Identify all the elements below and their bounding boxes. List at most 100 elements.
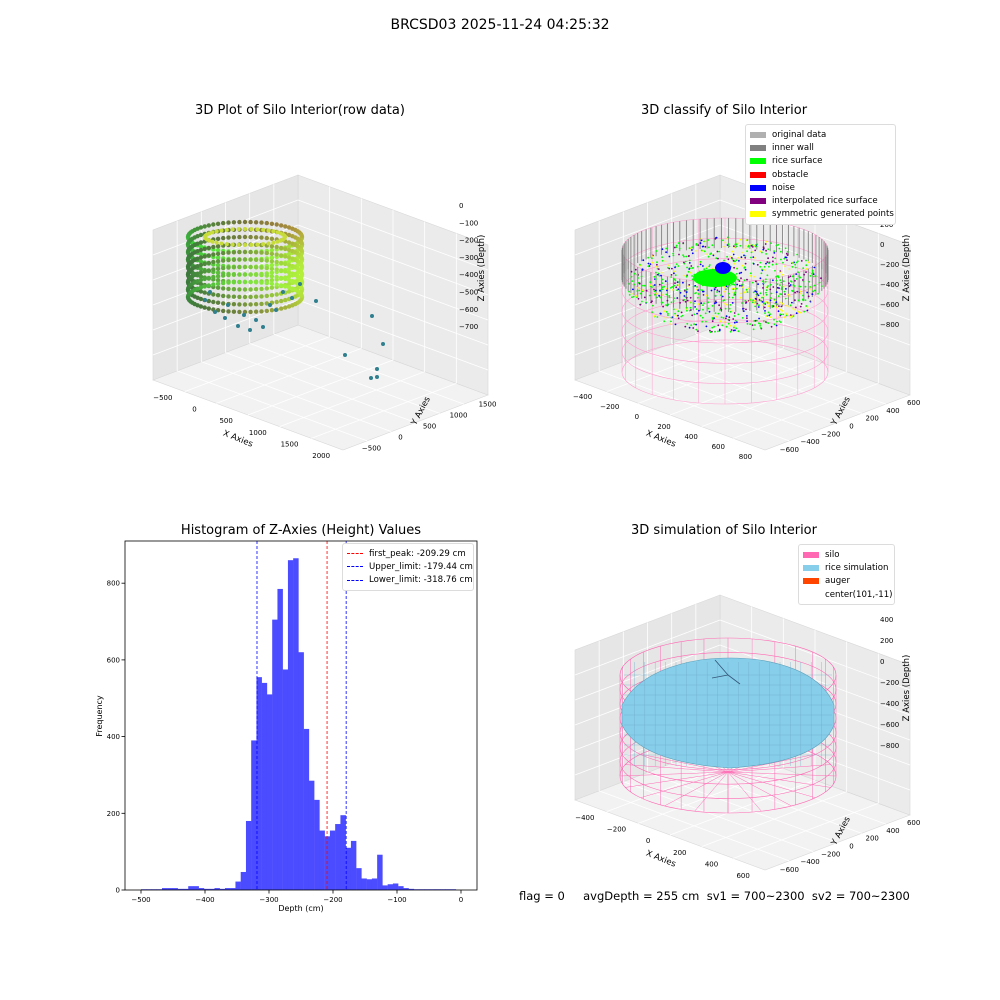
surface-point <box>812 290 815 293</box>
surface-point <box>723 299 726 301</box>
surface-point <box>758 304 760 307</box>
raw-point <box>211 252 216 257</box>
surface-point <box>702 294 705 296</box>
surface-point <box>668 323 671 325</box>
surface-point <box>668 264 670 267</box>
surface-point <box>672 252 675 255</box>
surface-point <box>694 284 697 287</box>
surface-point <box>728 296 731 299</box>
surface-point <box>746 291 749 293</box>
surface-point <box>734 260 736 263</box>
surface-point <box>683 255 685 258</box>
surface-point <box>754 290 757 293</box>
surface-point <box>781 310 784 312</box>
sim-y-tick: 0 <box>849 843 853 851</box>
legend-line <box>347 579 363 581</box>
raw-point <box>299 248 304 253</box>
surface-point <box>765 321 767 323</box>
raw-point <box>299 263 304 268</box>
surface-point <box>674 312 676 315</box>
raw-z-tick: 0 <box>459 202 463 210</box>
surface-point <box>686 322 689 325</box>
surface-point <box>656 292 658 295</box>
y-tick-label: 400 <box>107 733 120 741</box>
surface-point <box>631 280 634 282</box>
surface-point <box>724 302 726 305</box>
histogram-bar <box>329 830 336 890</box>
raw-point <box>237 279 242 285</box>
raw-point <box>269 248 275 253</box>
grid-line <box>152 199 299 256</box>
surface-point <box>703 240 705 243</box>
raw-point <box>198 277 204 283</box>
raw-point <box>198 281 204 287</box>
histogram-bar <box>240 871 247 890</box>
surface-point <box>783 316 785 319</box>
sim-x-tick: −200 <box>607 826 626 834</box>
surface-point <box>733 287 736 290</box>
legend-line <box>347 566 363 568</box>
legend-swatch <box>750 171 766 178</box>
surface-point <box>743 291 746 294</box>
surface-point <box>784 247 787 250</box>
surface-point <box>637 297 640 300</box>
raw-point <box>264 308 269 314</box>
surface-point <box>742 310 745 312</box>
surface-point <box>799 311 802 314</box>
raw-point <box>202 254 207 259</box>
surface-point <box>811 269 814 272</box>
surface-point <box>808 280 811 283</box>
y-tick-label: 800 <box>107 580 120 588</box>
raw-point <box>248 328 252 332</box>
raw-point <box>195 286 200 291</box>
legend-swatch <box>803 578 819 585</box>
surface-point <box>695 328 698 331</box>
surface-point <box>708 310 711 313</box>
surface-point <box>711 305 714 307</box>
raw-point <box>369 376 373 380</box>
raw-point <box>279 306 284 311</box>
surface-point <box>757 306 760 308</box>
raw-point <box>253 309 259 314</box>
surface-point <box>739 296 742 299</box>
raw-point <box>243 227 247 231</box>
surface-point <box>809 275 812 277</box>
raw-point <box>248 257 253 262</box>
raw-z-ticks: 0 −100 −200 −300 −400 −500 −600 −700 <box>459 202 478 331</box>
surface-point <box>729 330 732 333</box>
surface-point <box>753 320 756 322</box>
surface-point <box>728 319 731 322</box>
raw-point <box>242 249 248 255</box>
raw-point <box>286 304 292 309</box>
raw-point <box>202 269 207 274</box>
surface-point <box>677 288 680 291</box>
surface-point <box>769 299 772 302</box>
legend-label: rice surface <box>772 156 823 167</box>
silo-bottom-spoke <box>640 771 729 798</box>
raw-point <box>283 254 288 259</box>
surface-point <box>809 286 811 288</box>
surface-point <box>769 288 772 291</box>
surface-point <box>652 304 654 307</box>
raw-point <box>223 316 227 320</box>
histogram-bars <box>141 558 457 890</box>
raw-z-tick: −200 <box>459 237 478 245</box>
surface-point <box>674 308 677 311</box>
classify-x-tick: −200 <box>600 403 619 411</box>
surface-point <box>670 301 673 304</box>
raw-point <box>231 294 237 299</box>
surface-point <box>765 301 767 303</box>
surface-point <box>684 296 687 298</box>
surface-point <box>735 272 738 275</box>
sim-z-tick: −200 <box>880 679 899 687</box>
raw-point <box>215 221 221 226</box>
surface-point <box>788 268 791 270</box>
silo-bottom-spoke <box>727 771 837 777</box>
raw-point <box>195 234 200 239</box>
surface-point <box>628 294 631 296</box>
rice-surface-cluster <box>693 269 737 287</box>
raw-point <box>198 244 204 249</box>
surface-point <box>666 299 669 302</box>
surface-point <box>726 255 728 258</box>
surface-point <box>670 287 672 289</box>
